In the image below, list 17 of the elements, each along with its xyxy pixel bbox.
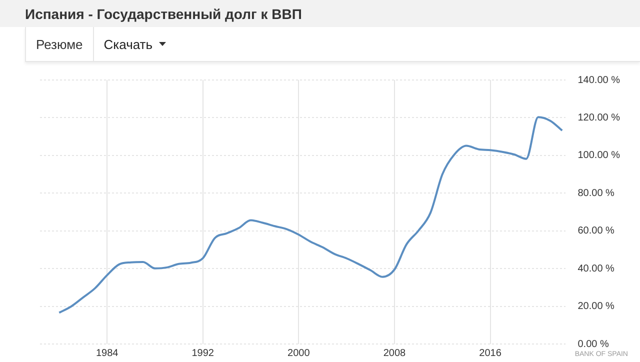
x-tick-label: 1984 [96, 348, 119, 359]
y-tick-label: 40.00 % [578, 263, 615, 274]
chart-title: Испания - Государственный долг к ВВП [25, 6, 302, 22]
summary-tab: Резюме [25, 27, 94, 61]
y-tick-label: 20.00 % [578, 301, 615, 312]
x-tick-label: 1992 [192, 348, 214, 359]
x-tick-label: 2008 [383, 348, 406, 359]
y-tick-label: 100.00 % [578, 150, 620, 162]
line-series [58, 116, 564, 314]
y-tick-label: 0.00 % [578, 338, 609, 350]
y-tick-label: 140.00 % [578, 74, 620, 86]
y-tick-label: 120.00 % [578, 112, 620, 124]
y-tick-label: 80.00 % [578, 188, 615, 199]
download-menu: Скачать [94, 27, 176, 61]
x-tick-label: 2000 [288, 348, 310, 359]
x-tick-label: 2016 [479, 348, 502, 359]
y-tick-label: 60.00 % [578, 226, 615, 237]
